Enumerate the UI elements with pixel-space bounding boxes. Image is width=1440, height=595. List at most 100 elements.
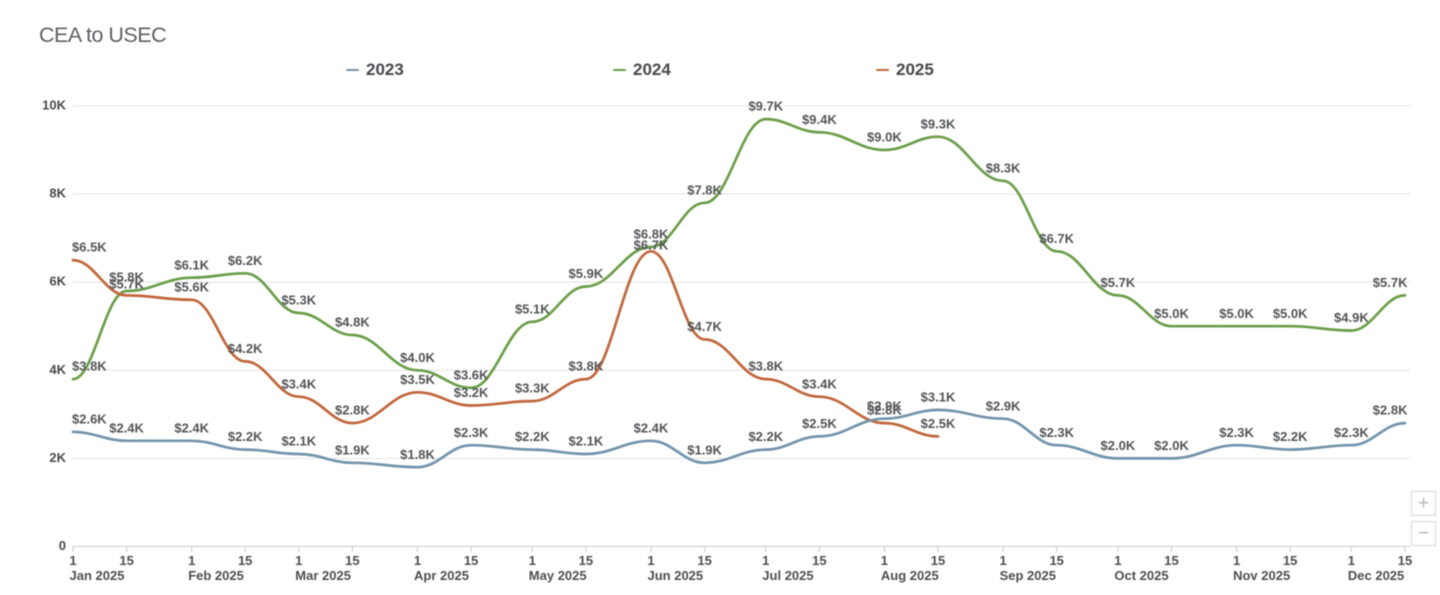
svg-text:$2.1K: $2.1K — [281, 434, 316, 449]
svg-text:$4.0K: $4.0K — [400, 350, 435, 365]
svg-text:Nov 2025: Nov 2025 — [1233, 568, 1290, 583]
svg-text:$3.4K: $3.4K — [802, 376, 837, 391]
svg-text:$3.8K: $3.8K — [72, 359, 107, 374]
svg-text:$5.7K: $5.7K — [1101, 275, 1136, 290]
svg-text:1: 1 — [414, 553, 421, 568]
svg-text:$5.9K: $5.9K — [569, 266, 604, 281]
svg-text:$5.7K: $5.7K — [1373, 275, 1408, 290]
svg-text:10K: 10K — [42, 98, 66, 113]
svg-text:$2.2K: $2.2K — [228, 429, 263, 444]
svg-text:15: 15 — [931, 553, 945, 568]
svg-text:1: 1 — [762, 553, 769, 568]
svg-text:May 2025: May 2025 — [529, 568, 587, 583]
svg-text:$3.1K: $3.1K — [921, 390, 956, 405]
svg-text:8K: 8K — [49, 186, 66, 201]
svg-text:1: 1 — [1348, 553, 1355, 568]
svg-text:$2.4K: $2.4K — [634, 420, 669, 435]
svg-text:$5.0K: $5.0K — [1219, 306, 1254, 321]
svg-text:$3.5K: $3.5K — [400, 372, 435, 387]
svg-text:$9.0K: $9.0K — [867, 130, 902, 145]
svg-text:15: 15 — [119, 553, 133, 568]
svg-text:Aug 2025: Aug 2025 — [881, 568, 939, 583]
svg-text:Apr 2025: Apr 2025 — [414, 568, 469, 583]
svg-text:1: 1 — [1114, 553, 1121, 568]
svg-text:Feb 2025: Feb 2025 — [188, 568, 244, 583]
svg-text:2K: 2K — [49, 450, 66, 465]
svg-text:$2.8K: $2.8K — [867, 403, 902, 418]
svg-text:1: 1 — [647, 553, 654, 568]
svg-text:$2.4K: $2.4K — [174, 420, 209, 435]
svg-text:1: 1 — [69, 553, 76, 568]
svg-text:$4.9K: $4.9K — [1334, 310, 1369, 325]
svg-text:Sep 2025: Sep 2025 — [1000, 568, 1056, 583]
svg-text:$6.7K: $6.7K — [634, 238, 669, 253]
svg-text:$5.3K: $5.3K — [281, 293, 316, 308]
svg-text:$2.9K: $2.9K — [986, 398, 1021, 413]
svg-text:$4.2K: $4.2K — [228, 341, 263, 356]
svg-text:$2.3K: $2.3K — [1219, 425, 1254, 440]
svg-text:$2.5K: $2.5K — [802, 416, 837, 431]
svg-text:15: 15 — [579, 553, 593, 568]
svg-text:$2.8K: $2.8K — [1373, 403, 1408, 418]
svg-text:$2.2K: $2.2K — [1273, 429, 1308, 444]
svg-text:$3.2K: $3.2K — [454, 385, 489, 400]
svg-text:$5.0K: $5.0K — [1273, 306, 1308, 321]
svg-text:$9.3K: $9.3K — [921, 116, 956, 131]
svg-text:$2.2K: $2.2K — [748, 429, 783, 444]
svg-text:$5.1K: $5.1K — [515, 301, 550, 316]
svg-text:$5.6K: $5.6K — [174, 279, 209, 294]
svg-text:$6.5K: $6.5K — [72, 240, 107, 255]
svg-text:15: 15 — [697, 553, 711, 568]
svg-text:Mar 2025: Mar 2025 — [295, 568, 351, 583]
svg-text:15: 15 — [1283, 553, 1297, 568]
svg-text:$2.8K: $2.8K — [335, 403, 370, 418]
svg-text:15: 15 — [345, 553, 359, 568]
svg-text:$9.4K: $9.4K — [802, 112, 837, 127]
svg-text:1: 1 — [188, 553, 195, 568]
svg-text:15: 15 — [238, 553, 252, 568]
svg-text:1: 1 — [529, 553, 536, 568]
svg-text:$2.3K: $2.3K — [1039, 425, 1074, 440]
svg-text:$1.9K: $1.9K — [335, 442, 370, 457]
svg-text:15: 15 — [812, 553, 826, 568]
svg-text:$2.3K: $2.3K — [1334, 425, 1369, 440]
svg-text:6K: 6K — [49, 274, 66, 289]
svg-text:$6.8K: $6.8K — [634, 227, 669, 242]
svg-text:15: 15 — [1398, 553, 1412, 568]
svg-text:$5.0K: $5.0K — [1154, 306, 1189, 321]
svg-text:$3.6K: $3.6K — [454, 368, 489, 383]
svg-text:$8.3K: $8.3K — [986, 160, 1021, 175]
svg-text:$4.8K: $4.8K — [335, 315, 370, 330]
svg-text:$3.4K: $3.4K — [281, 376, 316, 391]
svg-text:$5.7K: $5.7K — [109, 277, 144, 292]
svg-text:$2.6K: $2.6K — [72, 412, 107, 427]
svg-text:Jun 2025: Jun 2025 — [648, 568, 704, 583]
svg-text:$9.7K: $9.7K — [748, 99, 783, 114]
svg-text:$2.9K: $2.9K — [867, 398, 902, 413]
svg-text:$6.2K: $6.2K — [228, 253, 263, 268]
svg-text:1: 1 — [295, 553, 302, 568]
svg-text:Jul 2025: Jul 2025 — [762, 568, 813, 583]
svg-text:Jan 2025: Jan 2025 — [70, 568, 125, 583]
svg-text:$3.3K: $3.3K — [515, 381, 550, 396]
svg-text:15: 15 — [1164, 553, 1178, 568]
svg-text:15: 15 — [464, 553, 478, 568]
svg-text:$2.5K: $2.5K — [921, 416, 956, 431]
svg-text:$2.2K: $2.2K — [515, 429, 550, 444]
svg-text:$4.7K: $4.7K — [687, 319, 722, 334]
svg-text:15: 15 — [1049, 553, 1063, 568]
svg-text:$2.0K: $2.0K — [1154, 438, 1189, 453]
svg-text:Oct 2025: Oct 2025 — [1114, 568, 1168, 583]
svg-text:1: 1 — [999, 553, 1006, 568]
svg-text:1: 1 — [881, 553, 888, 568]
svg-text:$3.8K: $3.8K — [748, 359, 783, 374]
svg-text:$1.8K: $1.8K — [400, 447, 435, 462]
svg-text:0: 0 — [59, 538, 66, 553]
svg-text:$5.8K: $5.8K — [109, 270, 144, 285]
svg-text:Dec 2025: Dec 2025 — [1348, 568, 1404, 583]
svg-text:$3.8K: $3.8K — [569, 359, 604, 374]
svg-text:$2.4K: $2.4K — [109, 420, 144, 435]
svg-text:$1.9K: $1.9K — [687, 442, 722, 457]
svg-text:$6.1K: $6.1K — [174, 257, 209, 272]
svg-text:$2.1K: $2.1K — [569, 434, 604, 449]
